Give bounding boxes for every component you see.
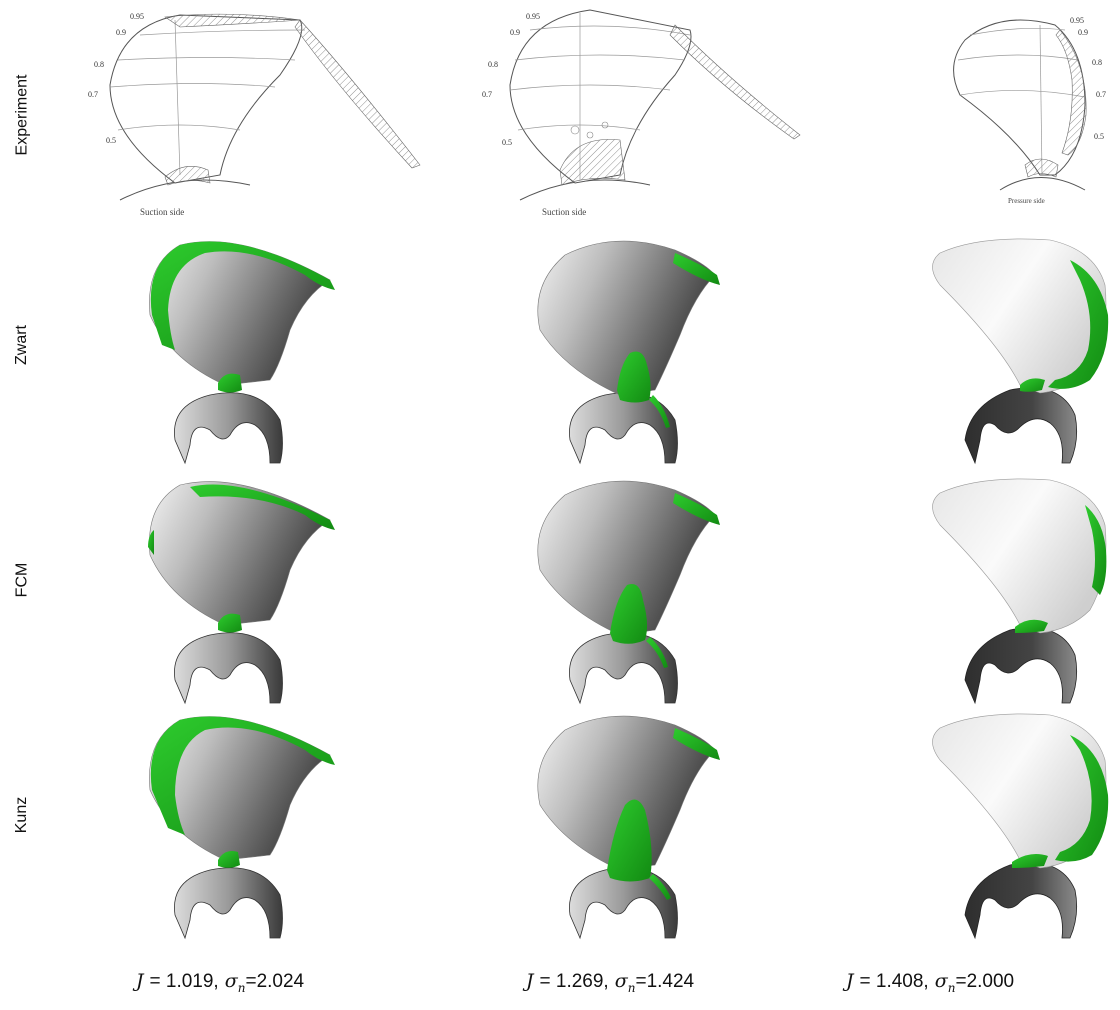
radius-label: 0.7 [482,90,492,99]
row-label-kunz: Kunz [10,700,34,930]
radius-label: 0.9 [1078,28,1088,37]
experiment-sketch-3: 0.95 0.9 0.8 0.7 0.5 Pressure side [920,5,1115,220]
radius-label: 0.95 [1070,16,1084,25]
row-label-experiment: Experiment [10,0,34,230]
kunz-blade-3 [920,710,1115,940]
radius-label: 0.9 [116,28,126,37]
radius-label: 0.9 [510,28,520,37]
side-label: Pressure side [1008,197,1045,205]
radius-label: 0.7 [88,90,98,99]
radius-label: 0.7 [1096,90,1106,99]
side-label: Suction side [140,207,184,217]
radius-label: 0.95 [526,12,540,21]
zwart-blade-1 [130,235,360,465]
radius-label: 0.5 [106,136,116,145]
experiment-sketch-2: 0.95 0.9 0.8 0.7 0.5 Suction side [480,5,840,220]
caption-col-2: J = 1.269, σn=1.424 [430,970,790,995]
side-label: Suction side [542,207,586,217]
fcm-blade-3 [920,475,1115,705]
fcm-blade-1 [130,475,360,705]
experiment-sketch-1: 0.95 0.9 0.8 0.7 0.5 Suction side [80,5,440,220]
fcm-blade-2 [525,475,755,705]
radius-label: 0.5 [502,138,512,147]
radius-label: 0.8 [1092,58,1102,67]
radius-label: 0.95 [130,12,144,21]
radius-label: 0.8 [488,60,498,69]
radius-label: 0.8 [94,60,104,69]
caption-col-3: J = 1.408, σn=2.000 [750,970,1110,995]
kunz-blade-2 [525,710,755,940]
kunz-blade-1 [130,710,360,940]
row-label-zwart: Zwart [10,230,34,460]
caption-col-1: J = 1.019, σn=2.024 [40,970,400,995]
zwart-blade-3 [920,235,1115,465]
radius-label: 0.5 [1094,132,1104,141]
zwart-blade-2 [525,235,755,465]
row-label-fcm: FCM [10,465,34,695]
